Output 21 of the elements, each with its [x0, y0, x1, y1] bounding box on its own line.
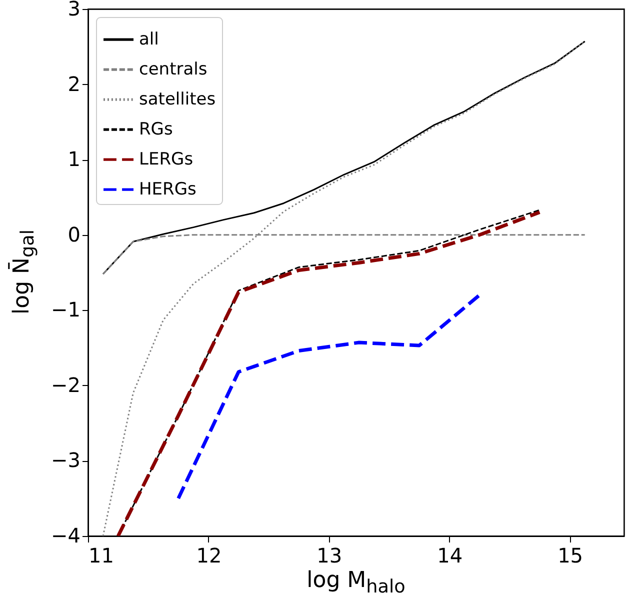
line-series	[176, 293, 482, 500]
y-tick-label: −4	[51, 524, 80, 548]
y-tick-label: 3	[68, 0, 80, 20]
y-tick-label: 0	[68, 222, 80, 246]
legend-label: HERGs	[139, 180, 197, 200]
y-tick-label: −3	[51, 448, 80, 472]
legend-label: centrals	[139, 60, 208, 80]
x-tick-label: 13	[316, 544, 342, 568]
x-tick-label: 14	[437, 544, 463, 568]
x-tick-label: 11	[88, 544, 114, 568]
legend-label: all	[139, 30, 159, 50]
legend-label: RGs	[139, 120, 173, 140]
x-tick-label: 12	[196, 544, 222, 568]
legend-label: LERGs	[139, 150, 194, 170]
y-tick-label: 1	[68, 147, 80, 172]
y-tick-label: 2	[68, 72, 80, 96]
x-tick-label: 15	[558, 544, 584, 568]
legend-label: satellites	[139, 90, 216, 110]
y-tick-label: −1	[51, 298, 80, 322]
x-axis-title: log M$_{halo}$	[306, 568, 406, 598]
y-tick-label: −2	[51, 372, 80, 397]
